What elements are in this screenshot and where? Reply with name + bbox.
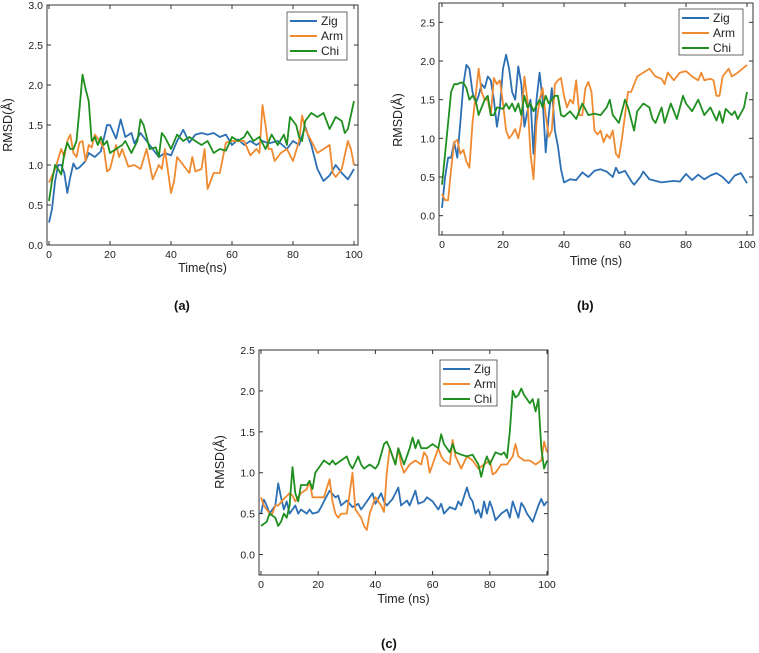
plot-frame [438,2,754,236]
legend-label-arm: Arm [713,26,735,40]
y-axis-label: RMSD(Å) [0,98,15,151]
series-line-chi [48,73,355,202]
y-tick-label: 1.5 [240,427,255,439]
x-tick-label: 0 [46,249,52,261]
x-tick-label: 60 [619,239,631,251]
panel-label-a: (a) [174,298,190,313]
y-tick-label: 3.0 [28,0,43,12]
x-axis-label: Time(ns) [178,261,227,275]
x-tick-label: 20 [497,239,509,251]
y-axis-label: RMSD(Å) [212,435,227,488]
chart-b: 0 20 40 60 80 100 0.0 0.5 1.0 1.5 2.0 2.5 Time (ns) R… [390,2,756,268]
y-tick-label: 0.5 [28,200,43,212]
chart-c: 0 20 40 60 80 100 0.0 0.5 1.0 1.5 2.0 2.5 Time (ns) R… [212,345,556,606]
y-tick-label: 1.0 [28,160,43,172]
y-tick-label: 1.0 [420,133,435,145]
series-line-chi [441,81,748,185]
y-tick-label: 2.5 [420,17,435,29]
x-tick-label: 40 [558,239,570,251]
series-line-arm [48,104,355,194]
chart-a: 0 20 40 60 80 100 0.0 0.5 1.0 1.5 2.0 2.5 3.0 Time(ns… [0,0,363,275]
x-tick-label: 20 [312,579,324,591]
panel-label-c: (c) [381,636,397,651]
x-tick-label: 80 [680,239,692,251]
y-tick-label: 1.5 [28,120,43,132]
y-tick-label: 2.0 [420,56,435,68]
legend-label-chi: Chi [474,392,492,406]
y-tick-label: 0.0 [240,550,255,562]
legend-label-chi: Chi [321,44,339,58]
x-tick-label: 40 [165,249,177,261]
series-line-zig [260,482,548,523]
y-tick-label: 2.0 [28,80,43,92]
y-tick-label: 0.0 [420,211,435,223]
x-tick-label: 80 [484,579,496,591]
y-tick-label: 0.5 [420,172,435,184]
y-tick-label: 0.0 [28,240,43,252]
x-axis-label: Time (ns) [570,254,622,268]
y-tick-label: 2.5 [28,40,43,52]
x-tick-label: 0 [258,579,264,591]
legend-label-zig: Zig [321,14,338,28]
series-line-arm [441,64,748,202]
x-axis-label: Time (ns) [377,592,429,606]
y-axis-label: RMSD(Å) [390,93,405,146]
series-line-zig [441,53,748,208]
legend-label-arm: Arm [474,377,496,391]
x-tick-label: 100 [738,239,756,251]
y-tick-label: 2.5 [240,345,255,357]
legend-label-arm: Arm [321,29,343,43]
panel-label-b: (b) [577,298,594,313]
y-tick-label: 0.5 [240,509,255,521]
x-tick-label: 20 [104,249,116,261]
legend-label-zig: Zig [713,11,730,25]
legend-label-zig: Zig [474,362,491,376]
y-tick-label: 1.0 [240,468,255,480]
plot-frame [258,349,549,576]
series-line-zig [48,118,355,223]
legend-label-chi: Chi [713,41,731,55]
y-tick-label: 1.5 [420,95,435,107]
x-tick-label: 40 [370,579,382,591]
y-tick-label: 2.0 [240,386,255,398]
series-line-chi [260,387,548,527]
x-tick-label: 0 [439,239,445,251]
x-tick-label: 100 [345,249,363,261]
x-tick-label: 100 [538,579,556,591]
x-tick-label: 80 [287,249,299,261]
x-tick-label: 60 [427,579,439,591]
x-tick-label: 60 [226,249,238,261]
